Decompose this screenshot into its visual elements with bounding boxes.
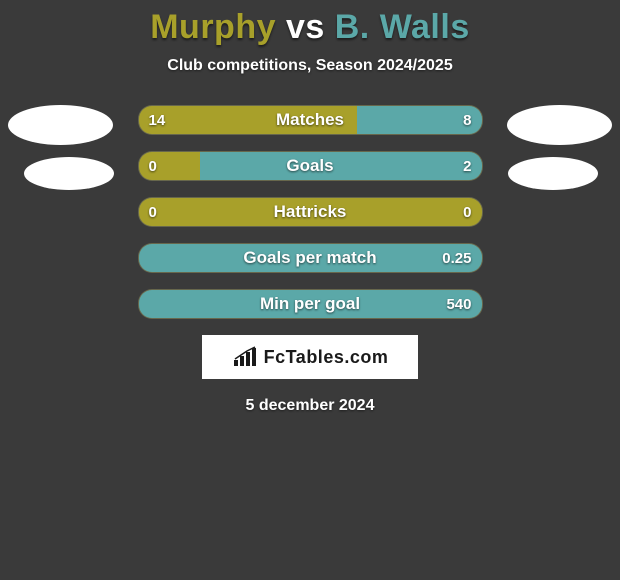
page-title: Murphy vs B. Walls (0, 0, 620, 47)
player1-name: Murphy (150, 8, 276, 46)
subtitle: Club competitions, Season 2024/2025 (0, 57, 620, 75)
bar-right (200, 152, 481, 180)
barchart-icon (232, 346, 258, 368)
player2-avatar-top (507, 105, 612, 145)
bar-right (139, 244, 482, 272)
vs-text: vs (286, 8, 325, 46)
logo-text: FcTables.com (264, 347, 389, 368)
logo-card: FcTables.com (202, 335, 418, 379)
stat-row: Hattricks00 (138, 197, 483, 227)
date-text: 5 december 2024 (0, 397, 620, 415)
bar-left (139, 106, 357, 134)
player2-avatar-bottom (508, 157, 598, 190)
player1-avatar-bottom (24, 157, 114, 190)
bar-right (139, 290, 482, 318)
stat-row: Goals02 (138, 151, 483, 181)
player2-name: B. Walls (335, 8, 470, 46)
stat-row: Goals per match0.25 (138, 243, 483, 273)
stat-row: Matches148 (138, 105, 483, 135)
player1-avatar-top (8, 105, 113, 145)
bar-right (357, 106, 482, 134)
stat-row: Min per goal540 (138, 289, 483, 319)
bar-left (139, 198, 482, 226)
bar-left (139, 152, 201, 180)
stat-bars: Matches148 Goals02 Hattricks00 Goals per ma… (138, 105, 483, 319)
comparison-content: Matches148 Goals02 Hattricks00 Goals per ma… (0, 105, 620, 415)
